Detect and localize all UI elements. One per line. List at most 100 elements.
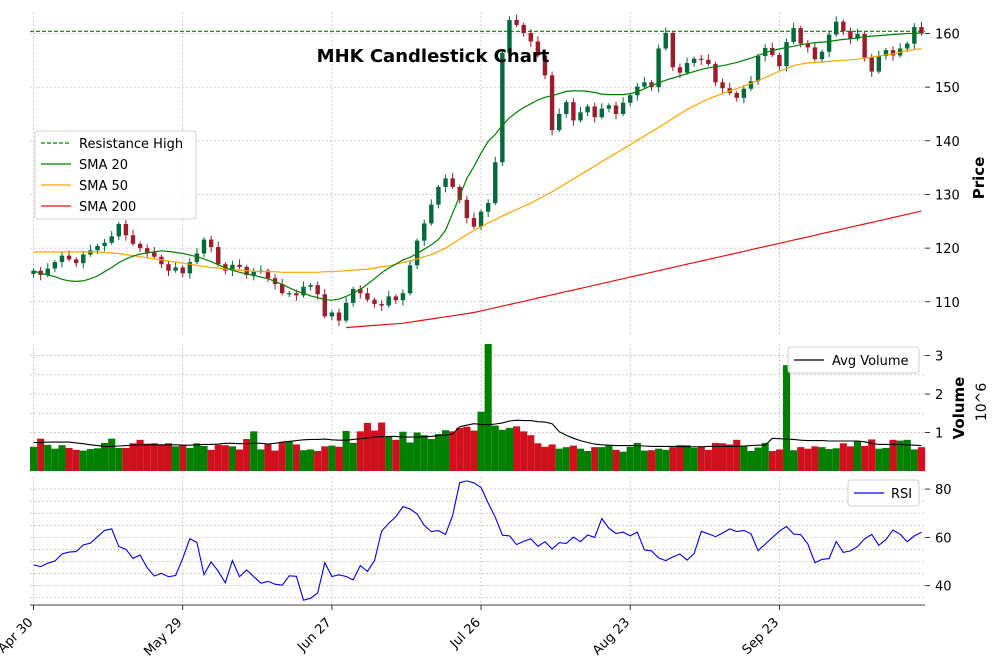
volume-bar [65, 447, 73, 471]
volume-bar [733, 439, 741, 471]
volume-bar [761, 442, 769, 471]
volume-bar [797, 447, 805, 471]
volume-bar [157, 444, 165, 471]
candle-body [393, 296, 399, 301]
volume-bar [136, 439, 144, 471]
volume-bar [328, 445, 336, 471]
candle-body [45, 268, 50, 275]
candle-body [457, 186, 462, 200]
price-y-tick-label: 160 [935, 27, 960, 42]
volume-bar [470, 430, 478, 471]
volume-bar [307, 449, 315, 471]
candle-body [358, 288, 363, 294]
volume-bar [697, 447, 705, 471]
candle-body [734, 93, 739, 98]
volume-bar [271, 450, 279, 471]
candle-body [372, 299, 377, 304]
candle-body [855, 34, 860, 39]
volume-bar [413, 432, 421, 471]
candle-body [699, 58, 704, 60]
candle-body [237, 264, 242, 267]
price-y-axis: 110 120 130 140 150 160 [925, 27, 960, 311]
candle-body [834, 21, 839, 35]
volume-bar [179, 444, 187, 471]
candle-body [628, 95, 633, 103]
candle-body [478, 211, 484, 227]
candle-body [656, 48, 661, 88]
volume-bar [853, 441, 862, 471]
volume-y-axis: 1 2 3 [925, 350, 943, 442]
candle-body [173, 267, 178, 271]
volume-bar [58, 445, 66, 471]
candle-body [180, 267, 185, 274]
volume-bar [747, 450, 755, 471]
candle-body [571, 102, 576, 121]
candle-body [130, 235, 136, 244]
volume-bar [172, 446, 180, 471]
volume-legend-box [787, 346, 920, 374]
candle-body [59, 255, 65, 263]
volume-bar [896, 440, 904, 471]
volume-bar [299, 450, 308, 471]
volume-bar [498, 429, 506, 471]
volume-bar [676, 445, 684, 471]
volume-bar [520, 431, 528, 471]
rsi-y-axis: 40 60 80 [925, 483, 952, 595]
candle-body [578, 112, 583, 121]
candle-body [322, 294, 327, 317]
volume-bar [825, 449, 833, 471]
price-axis-title: Price [970, 157, 988, 200]
candle-body [556, 113, 562, 131]
volume-panel: 1 2 3 Volume 10^6 Avg Volume [30, 344, 990, 471]
rsi-y-tick-label: 40 [935, 580, 952, 595]
volume-bar [818, 447, 826, 471]
legend-label: RSI [891, 487, 912, 502]
candle-body [216, 247, 221, 265]
volume-bar [555, 448, 563, 471]
price-plot [30, 14, 925, 329]
volume-bar [321, 446, 329, 471]
candle-body [592, 106, 597, 118]
candle-body [706, 59, 711, 65]
legend-label: Avg Volume [832, 354, 909, 369]
candle-body [620, 102, 626, 114]
candle-body [187, 262, 193, 274]
volume-bar [79, 450, 87, 471]
volume-bar [655, 448, 663, 471]
x-tick-label: Apr 30 [0, 615, 36, 656]
volume-bar [356, 431, 364, 471]
volume-bar [51, 448, 59, 471]
volume-bar [704, 449, 712, 471]
volume-bar [399, 431, 407, 471]
sma50-line [33, 47, 922, 273]
volume-bar [406, 442, 414, 471]
candle-body [564, 102, 569, 114]
volume-bar [868, 439, 876, 471]
candle-body [52, 262, 58, 269]
volume-bar [456, 427, 464, 471]
candle-body [208, 239, 214, 248]
volume-bar [314, 450, 322, 471]
volume-bar [633, 442, 641, 471]
volume-bar [619, 451, 627, 471]
candle-body [720, 82, 725, 89]
candle-body [549, 75, 555, 131]
price-y-tick-label: 130 [935, 188, 960, 203]
candle-body [762, 47, 768, 57]
candle-body [848, 31, 853, 39]
volume-bar [875, 448, 883, 471]
volume-bar [427, 439, 435, 471]
volume-bar [647, 450, 656, 471]
volume-bar [719, 443, 727, 471]
volume-bar [811, 446, 819, 471]
volume-bar [562, 447, 570, 471]
candle-body [869, 57, 874, 72]
volume-bar [285, 441, 293, 471]
volume-bar [207, 449, 215, 471]
volume-bar [640, 450, 648, 471]
rsi-legend: RSI [847, 479, 920, 507]
volume-bar [186, 447, 194, 471]
candle-body [145, 248, 150, 253]
candle-body [748, 81, 754, 89]
